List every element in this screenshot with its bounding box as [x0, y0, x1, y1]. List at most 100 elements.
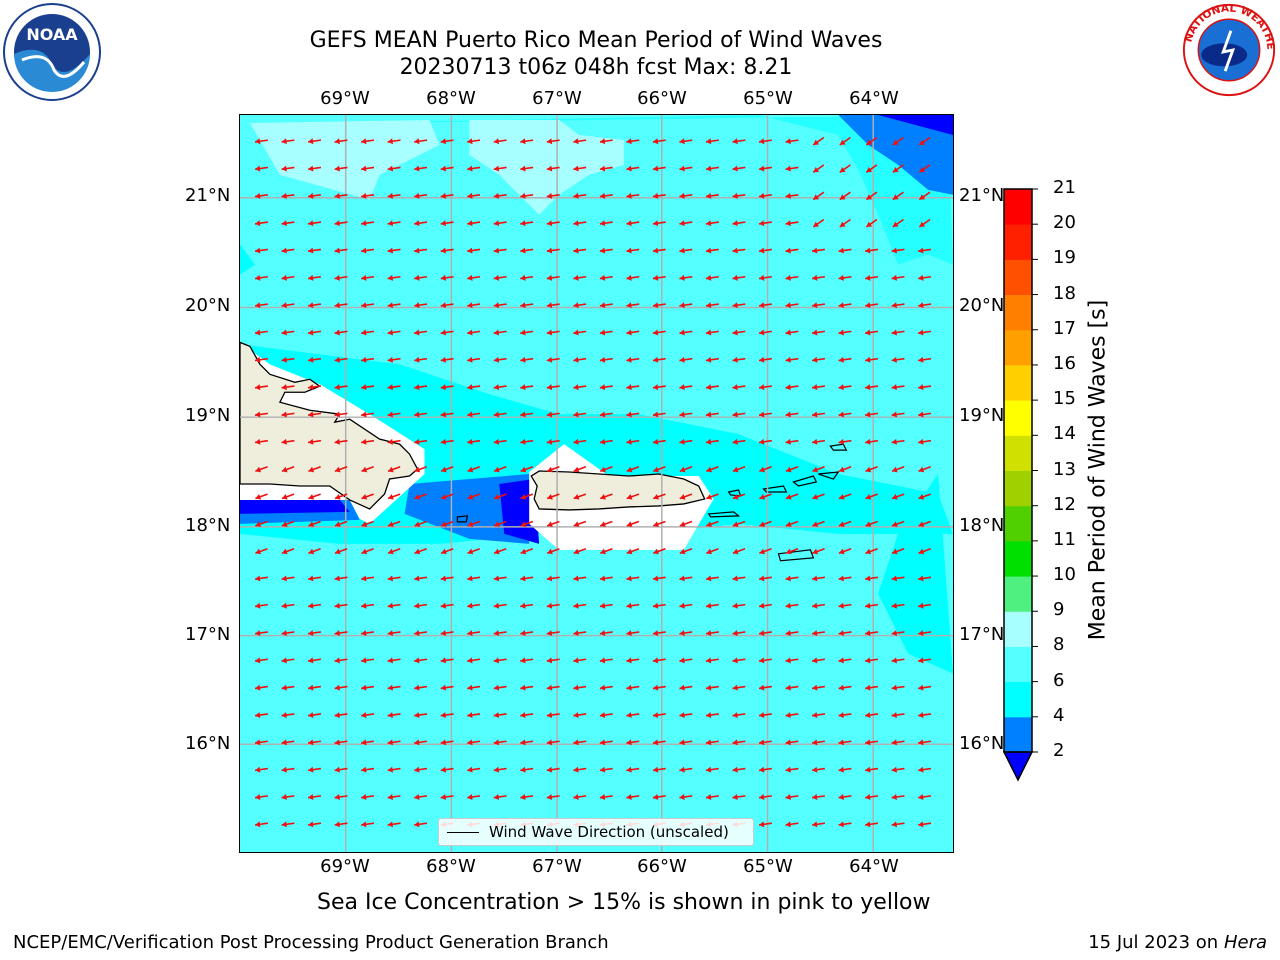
wave-direction-arrow	[255, 466, 268, 473]
wave-direction-arrow	[758, 821, 772, 828]
wave-direction-arrow	[705, 329, 719, 336]
wave-direction-arrow	[467, 630, 481, 637]
wave-direction-arrow	[865, 356, 879, 363]
wave-direction-arrow	[414, 192, 428, 199]
wave-direction-arrow	[334, 548, 348, 555]
wave-direction-arrow	[307, 356, 322, 363]
wave-direction-arrow	[546, 712, 560, 718]
wave-direction-arrow	[307, 712, 322, 718]
wave-direction-arrow	[307, 657, 322, 664]
wave-direction-arrow	[467, 739, 481, 746]
wave-direction-arrow	[599, 602, 613, 609]
footer-date: 15 Jul 2023 on Hera	[1088, 932, 1267, 953]
wave-direction-arrow	[918, 329, 932, 336]
wave-direction-arrow	[626, 165, 640, 172]
wave-direction-arrow	[811, 794, 826, 800]
wave-direction-arrow	[440, 520, 454, 527]
wave-direction-arrow	[387, 520, 401, 527]
wave-direction-arrow	[758, 684, 772, 691]
wave-direction-arrow	[546, 247, 560, 254]
wave-direction-arrow	[440, 138, 454, 145]
wave-direction-arrow	[414, 138, 428, 145]
wave-direction-arrow	[546, 766, 560, 773]
wave-direction-arrow	[414, 220, 428, 227]
wave-direction-arrow	[281, 630, 295, 637]
wave-direction-arrow	[865, 466, 878, 473]
wave-direction-arrow	[705, 657, 719, 664]
wave-direction-arrow	[758, 411, 772, 418]
wave-direction-arrow	[838, 575, 852, 582]
wave-direction-arrow	[520, 766, 534, 773]
wave-direction-arrow	[520, 165, 534, 172]
wave-direction-arrow	[759, 520, 772, 527]
wave-direction-arrow	[626, 602, 640, 609]
wave-direction-arrow	[732, 794, 746, 800]
wave-direction-arrow	[387, 493, 401, 500]
wave-direction-arrow	[254, 794, 268, 800]
wave-direction-arrow	[838, 247, 852, 254]
wave-direction-arrow	[546, 384, 560, 391]
wave-direction-arrow	[811, 657, 826, 664]
wave-direction-arrow	[546, 466, 560, 473]
wave-direction-arrow	[705, 684, 719, 691]
wave-direction-arrow	[758, 274, 772, 281]
wave-direction-arrow	[679, 602, 693, 609]
wave-direction-arrow	[599, 739, 613, 746]
wave-direction-arrow	[918, 247, 932, 254]
wave-direction-arrow	[785, 821, 799, 828]
wave-direction-arrow	[626, 630, 640, 637]
wave-direction-arrow	[467, 302, 481, 309]
wave-direction-arrow	[839, 218, 851, 228]
colorbar-tick-label: 19	[1053, 247, 1076, 269]
wave-direction-arrow	[732, 138, 746, 145]
wave-direction-arrow	[414, 794, 428, 800]
wave-direction-arrow	[811, 739, 826, 746]
wave-direction-arrow	[891, 739, 905, 746]
wave-direction-arrow	[732, 712, 746, 718]
wave-direction-arrow	[334, 438, 348, 445]
wave-direction-arrow	[546, 329, 560, 336]
wave-direction-arrow	[520, 602, 534, 609]
wave-direction-arrow	[467, 411, 481, 418]
wave-direction-arrow	[838, 302, 852, 309]
wave-direction-arrow	[334, 739, 348, 746]
wave-direction-arrow	[732, 739, 746, 746]
wave-direction-arrow	[918, 411, 932, 418]
wave-direction-arrow	[732, 684, 746, 691]
wave-direction-arrow	[573, 247, 587, 254]
wave-direction-arrow	[467, 493, 481, 500]
wave-direction-arrow	[361, 739, 375, 746]
wave-direction-arrow	[546, 356, 560, 363]
wave-direction-arrow	[520, 411, 534, 418]
wave-direction-arrow	[361, 356, 375, 363]
colorbar-segment	[1004, 189, 1032, 225]
wave-direction-arrow	[387, 739, 401, 746]
wave-direction-arrow	[891, 821, 905, 828]
wave-direction-arrow	[705, 438, 719, 445]
wave-direction-arrow	[599, 766, 613, 773]
colorbar-segment	[1004, 646, 1032, 683]
wave-direction-arrow	[652, 438, 666, 445]
wave-direction-arrow	[679, 520, 693, 527]
wave-direction-arrow	[891, 630, 905, 637]
wave-direction-arrow	[307, 739, 322, 746]
wave-direction-arrow	[811, 821, 826, 828]
wave-direction-arrow	[652, 302, 666, 309]
wave-direction-arrow	[281, 138, 295, 145]
wave-direction-arrow	[626, 766, 640, 773]
wave-direction-arrow	[838, 739, 852, 746]
wave-direction-arrow	[361, 657, 375, 664]
wave-direction-arrow	[281, 411, 295, 418]
wave-direction-arrow	[281, 165, 295, 172]
wave-direction-arrow	[891, 493, 905, 500]
wave-direction-arrow	[520, 356, 534, 363]
wave-direction-arrow	[785, 630, 799, 637]
legend-line-icon	[447, 832, 479, 833]
wave-direction-arrow	[652, 329, 666, 336]
wave-direction-arrow	[865, 164, 878, 173]
wave-direction-arrow	[387, 356, 401, 363]
wave-direction-arrow	[891, 411, 905, 418]
footer-date-text: 15 Jul 2023 on	[1088, 932, 1224, 953]
wave-direction-arrow	[546, 548, 560, 555]
wave-direction-arrow	[811, 356, 826, 363]
